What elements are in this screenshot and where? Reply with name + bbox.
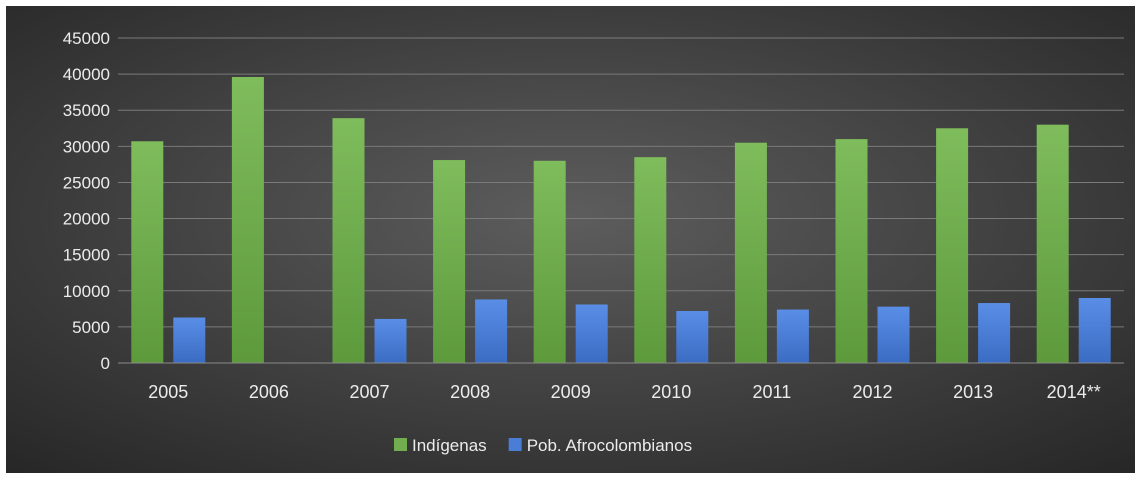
y-tick-label: 15000 bbox=[63, 246, 110, 265]
bars bbox=[131, 77, 1111, 364]
bar-indigenas-2006 bbox=[231, 77, 264, 363]
bar-afrocolombianos-2009 bbox=[575, 304, 608, 363]
legend: Indígenas Pob. Afrocolombianos bbox=[394, 436, 692, 455]
bar-chart: 0 5000 10000 15000 20000 25000 30000 35000 40000… bbox=[6, 6, 1135, 473]
x-tick-label: 2014** bbox=[1047, 382, 1101, 402]
x-tick-label: 2011 bbox=[753, 382, 792, 402]
x-tick-label: 2013 bbox=[953, 382, 993, 402]
legend-swatch bbox=[508, 438, 522, 451]
y-tick-label: 30000 bbox=[63, 137, 110, 156]
bar-indigenas-2008 bbox=[433, 160, 466, 363]
x-tick-label: 2008 bbox=[450, 382, 490, 402]
chart-container: 0 5000 10000 15000 20000 25000 30000 35000 40000… bbox=[6, 6, 1135, 473]
y-tick-label: 35000 bbox=[63, 101, 110, 120]
bar-afrocolombianos-2011 bbox=[776, 309, 809, 363]
bar-afrocolombianos-2014 bbox=[1078, 298, 1111, 363]
bar-indigenas-2007 bbox=[332, 118, 365, 364]
y-tick-label: 0 bbox=[101, 354, 110, 373]
bar-indigenas-2010 bbox=[634, 157, 667, 363]
bar-indigenas-2011 bbox=[734, 142, 767, 363]
y-tick-label: 45000 bbox=[63, 29, 110, 48]
x-tick-label: 2006 bbox=[249, 382, 289, 402]
y-axis: 0 5000 10000 15000 20000 25000 30000 35000 40000… bbox=[63, 29, 110, 373]
bar-indigenas-2005 bbox=[131, 141, 164, 363]
y-tick-label: 10000 bbox=[63, 282, 110, 301]
bar-indigenas-2013 bbox=[936, 128, 969, 363]
bar-afrocolombianos-2008 bbox=[475, 299, 508, 363]
legend-label: Indígenas bbox=[412, 436, 487, 455]
x-tick-label: 2010 bbox=[651, 382, 691, 402]
bar-indigenas-2014 bbox=[1036, 124, 1069, 364]
legend-swatch bbox=[394, 438, 407, 451]
bar-indigenas-2012 bbox=[835, 139, 868, 363]
y-tick-label: 5000 bbox=[72, 318, 110, 337]
bar-afrocolombianos-2005 bbox=[173, 317, 206, 363]
bar-afrocolombianos-2012 bbox=[877, 306, 910, 363]
x-tick-label: 2007 bbox=[349, 382, 389, 402]
x-tick-label: 2012 bbox=[852, 382, 892, 402]
bar-indigenas-2009 bbox=[533, 160, 566, 363]
y-tick-label: 25000 bbox=[63, 173, 110, 192]
y-tick-label: 40000 bbox=[63, 65, 110, 84]
x-tick-label: 2005 bbox=[148, 382, 188, 402]
x-tick-label: 2009 bbox=[551, 382, 591, 402]
bar-afrocolombianos-2007 bbox=[374, 318, 407, 363]
legend-label: Pob. Afrocolombianos bbox=[527, 436, 692, 455]
bar-afrocolombianos-2013 bbox=[978, 303, 1011, 363]
y-tick-label: 20000 bbox=[63, 210, 110, 229]
x-axis: 2005 2006 2007 2008 2009 2010 2011 2012 2013 2014… bbox=[118, 362, 1124, 402]
bar-afrocolombianos-2010 bbox=[676, 311, 709, 363]
